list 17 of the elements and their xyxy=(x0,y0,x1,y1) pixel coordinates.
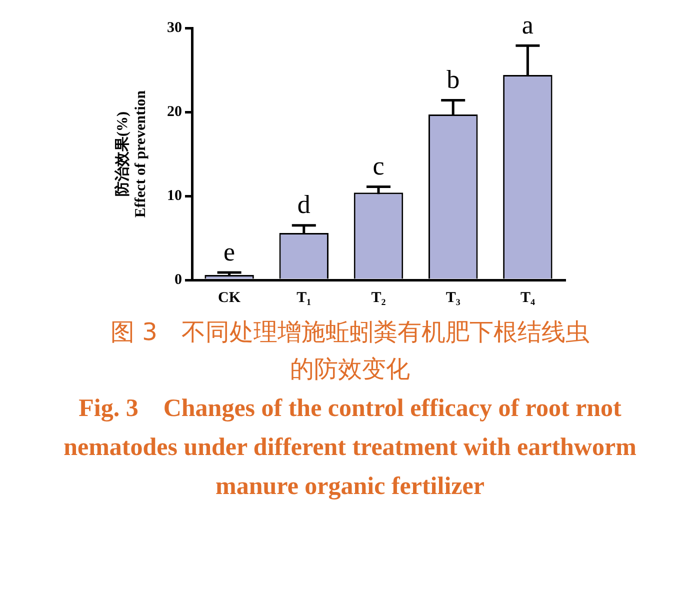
x-tick-label: T₁ xyxy=(296,290,312,306)
y-tick-label: 20 xyxy=(167,104,182,120)
annotation: a xyxy=(522,10,534,40)
y-tick-label: 10 xyxy=(167,188,182,204)
annotation: b xyxy=(446,65,460,94)
text: 图 3 不同处理增施蚯蚓粪有机肥下根结线虫的防效变化 xyxy=(110,317,590,386)
y-tick-label: 0 xyxy=(174,272,182,288)
annotation: d xyxy=(297,190,310,220)
annotation: c xyxy=(372,152,384,181)
x-tick-label: T₂ xyxy=(371,290,386,306)
text: Fig. 3 Changes of the control efficacy of root rnot nematodes under different treatment with earthworm manure organic fertilizer xyxy=(62,394,638,502)
x-tick-label: T₄ xyxy=(520,290,536,306)
x-tick-label: T₃ xyxy=(446,290,461,306)
y-tick-label: 30 xyxy=(167,20,182,36)
annotation: e xyxy=(224,237,236,266)
y-axis-title: 防治效果(%) Effect of prevention xyxy=(114,90,149,218)
x-tick-label: CK xyxy=(218,290,241,306)
